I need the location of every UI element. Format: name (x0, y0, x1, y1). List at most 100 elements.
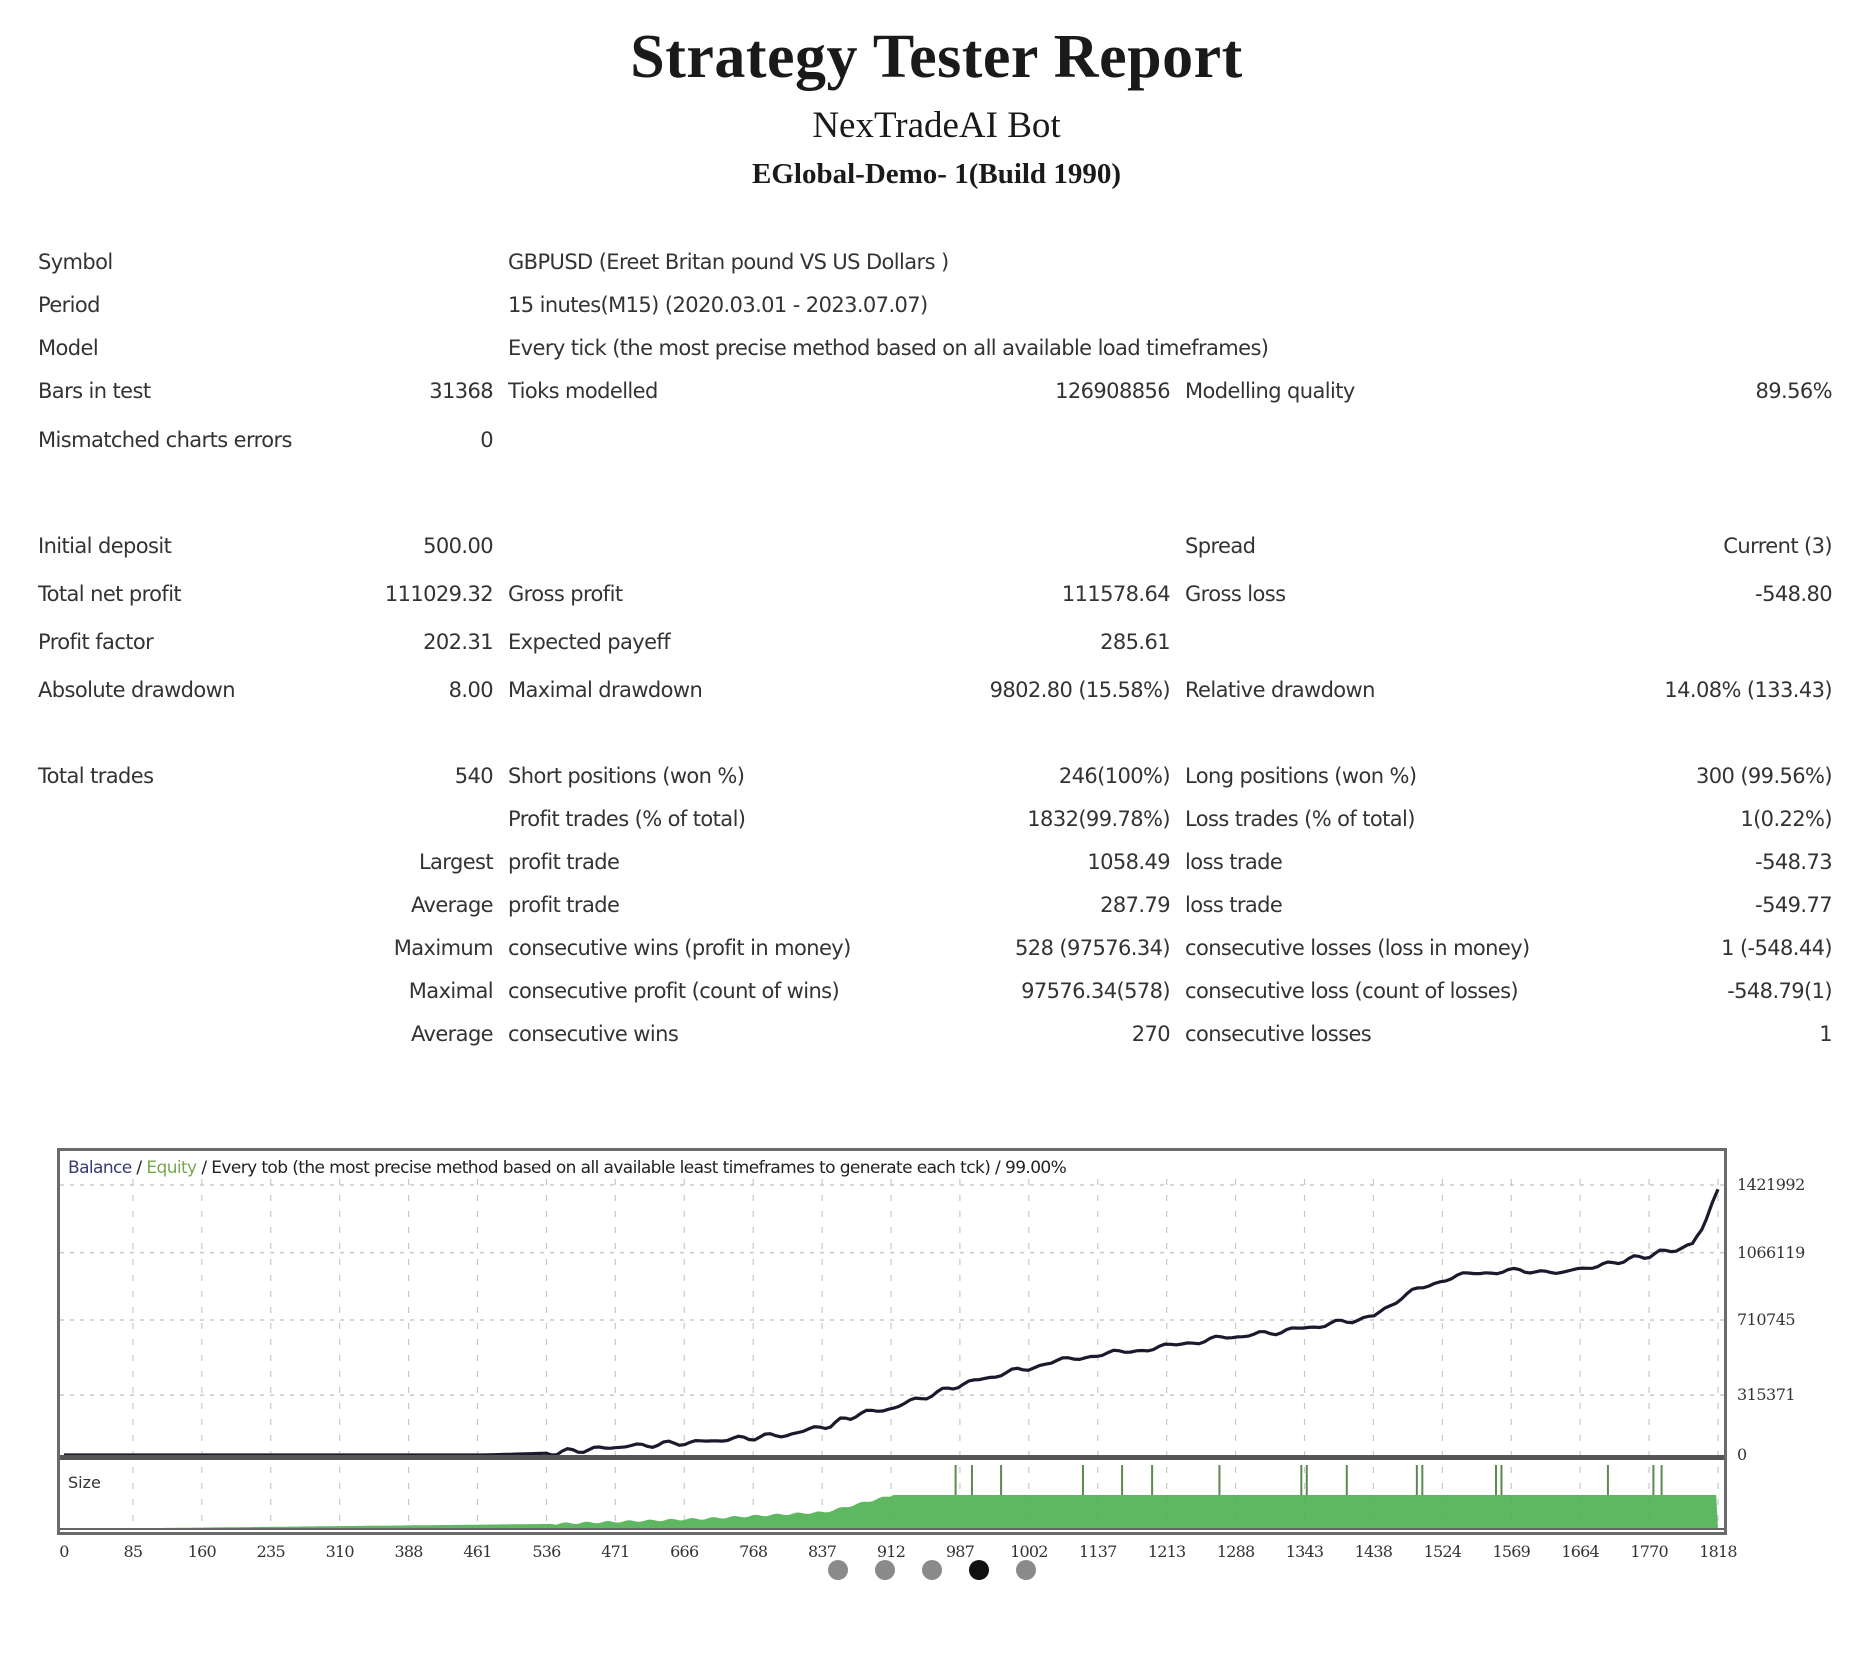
max-drawdown-value: 9802.80 (15.58%) (989, 678, 1171, 702)
report-title: Strategy Tester Report (630, 23, 1243, 91)
model-value: Every tick (the most precise method base… (508, 336, 1269, 360)
x-tick-label: 0 (59, 1542, 69, 1561)
average-profit-label: profit trade (508, 893, 620, 917)
chart-legend: Balance / Equity / Every tob (the most p… (68, 1158, 1067, 1178)
x-tick-label: 912 (876, 1542, 906, 1561)
loss-trades-label: Loss trades (% of total) (1185, 807, 1415, 831)
avg-cons-losses-value: 1 (1819, 1022, 1832, 1046)
initial-deposit-label: Initial deposit (38, 534, 172, 558)
carousel-dot-3[interactable] (922, 1560, 942, 1580)
gross-loss-label: Gross loss (1185, 582, 1286, 606)
maximal-cons-loss-label: consecutive loss (count of losses) (1185, 979, 1519, 1003)
max-cons-wins-label: consecutive wins (profit in money) (508, 936, 851, 960)
x-tick-label: 837 (808, 1542, 837, 1561)
x-tick-label: 1569 (1492, 1542, 1531, 1561)
mismatch-value: 0 (480, 428, 493, 452)
bars-label: Bars in test (38, 379, 151, 403)
abs-drawdown-label: Absolute drawdown (38, 678, 236, 702)
bars-value: 31368 (429, 379, 493, 403)
avg-cons-prefix: Average (410, 1022, 494, 1046)
maximal-prefix: Maximal (408, 979, 494, 1003)
max-drawdown-label: Maximal drawdown (508, 678, 703, 702)
x-tick-label: 666 (670, 1542, 699, 1561)
initial-deposit-value: 500.00 (423, 534, 493, 558)
max-cons-losses-value: 1 (-548.44) (1721, 936, 1832, 960)
max-cons-wins-value: 528 (97576.34) (1015, 936, 1171, 960)
expected-payoff-label: Expected payeff (508, 630, 671, 654)
largest-profit-value: 1058.49 (1087, 850, 1170, 874)
long-positions-value: 300 (99.56%) (1695, 764, 1833, 788)
x-tick-label: 1213 (1147, 1542, 1186, 1561)
largest-prefix: Largest (418, 850, 494, 874)
x-tick-label: 1438 (1354, 1542, 1393, 1561)
y-tick-label: 315371 (1737, 1385, 1796, 1405)
x-tick-label: 1002 (1010, 1542, 1048, 1561)
gross-profit-value: 111578.64 (1061, 582, 1171, 606)
server-build: EGlobal-Demo- 1(Build 1990) (752, 158, 1121, 190)
loss-trades-value: 1(0.22%) (1740, 807, 1832, 831)
long-positions-label: Long positions (won %) (1185, 764, 1417, 788)
ticks-label: Tioks modelled (508, 379, 658, 403)
profit-trades-label: Profit trades (% of total) (508, 807, 746, 831)
carousel-dot-4[interactable] (969, 1560, 989, 1580)
carousel-dot-2[interactable] (875, 1560, 895, 1580)
profit-factor-label: Profit factor (38, 630, 154, 654)
max-cons-losses-label: consecutive losses (loss in money) (1185, 936, 1530, 960)
short-positions-label: Short positions (won %) (508, 764, 745, 788)
abs-drawdown-value: 8.00 (448, 678, 494, 702)
y-tick-label: 1421992 (1737, 1175, 1805, 1194)
avg-cons-losses-label: consecutive losses (1185, 1022, 1372, 1046)
maximal-cons-loss-value: -548.79(1) (1727, 979, 1832, 1003)
gross-profit-label: Gross profit (508, 582, 623, 606)
quality-label: Modelling quality (1185, 379, 1355, 403)
x-tick-label: 388 (394, 1542, 424, 1561)
x-tick-label: 471 (601, 1542, 630, 1561)
maximal-cons-profit-value: 97576.34(578) (1021, 979, 1170, 1003)
largest-profit-label: profit trade (508, 850, 620, 874)
y-tick-label: 710745 (1737, 1310, 1796, 1330)
y-tick-label: 1066119 (1737, 1242, 1805, 1262)
x-tick-label: 160 (187, 1542, 217, 1561)
chart-canvas (60, 1179, 1724, 1530)
x-tick-label: 536 (532, 1542, 561, 1561)
average-profit-value: 287.79 (1100, 893, 1170, 917)
x-tick-label: 1343 (1285, 1542, 1324, 1561)
spread-value: Current (3) (1723, 534, 1832, 558)
maximum-prefix: Maximum (393, 936, 494, 960)
expected-payoff-value: 285.61 (1100, 630, 1170, 654)
symbol-label: Symbol (38, 250, 113, 274)
x-tick-label: 461 (463, 1542, 492, 1561)
balance-chart: Balance / Equity / Every tob (the most p… (57, 1148, 1727, 1535)
largest-loss-value: -548.73 (1755, 850, 1832, 874)
largest-loss-label: loss trade (1185, 850, 1283, 874)
x-tick-label: 1818 (1699, 1542, 1737, 1561)
net-profit-value: 111029.32 (384, 582, 494, 606)
x-tick-label: 768 (739, 1542, 768, 1561)
symbol-value: GBPUSD (Ereet Britan pound VS US Dollars… (508, 250, 949, 274)
size-panel-label: Size (68, 1473, 101, 1492)
x-tick-label: 1524 (1423, 1542, 1462, 1561)
x-tick-label: 235 (256, 1542, 286, 1561)
net-profit-label: Total net profit (38, 582, 182, 606)
x-tick-label: 987 (945, 1542, 975, 1561)
short-positions-value: 246(100%) (1058, 764, 1171, 788)
rel-drawdown-value: 14.08% (133.43) (1664, 678, 1832, 702)
profit-trades-value: 1832(99.78%) (1027, 807, 1170, 831)
average-prefix: Average (410, 893, 494, 917)
y-tick-label: 0 (1737, 1445, 1747, 1464)
legend-balance: Balance (68, 1158, 132, 1178)
profit-factor-value: 202.31 (423, 630, 493, 654)
carousel-dot-5[interactable] (1016, 1560, 1036, 1580)
x-tick-label: 85 (123, 1542, 144, 1561)
avg-cons-wins-label: consecutive wins (508, 1022, 679, 1046)
gross-loss-value: -548.80 (1755, 582, 1832, 606)
avg-cons-wins-value: 270 (1131, 1022, 1171, 1046)
carousel-dot-1[interactable] (828, 1560, 848, 1580)
period-value: 15 inutes(M15) (2020.03.01 - 2023.07.07) (508, 293, 928, 317)
rel-drawdown-label: Relative drawdown (1185, 678, 1375, 702)
spread-label: Spread (1185, 534, 1256, 558)
x-tick-label: 1288 (1216, 1542, 1255, 1561)
period-label: Period (38, 293, 100, 317)
average-loss-value: -549.77 (1755, 893, 1832, 917)
carousel-pagination (828, 1560, 1036, 1580)
